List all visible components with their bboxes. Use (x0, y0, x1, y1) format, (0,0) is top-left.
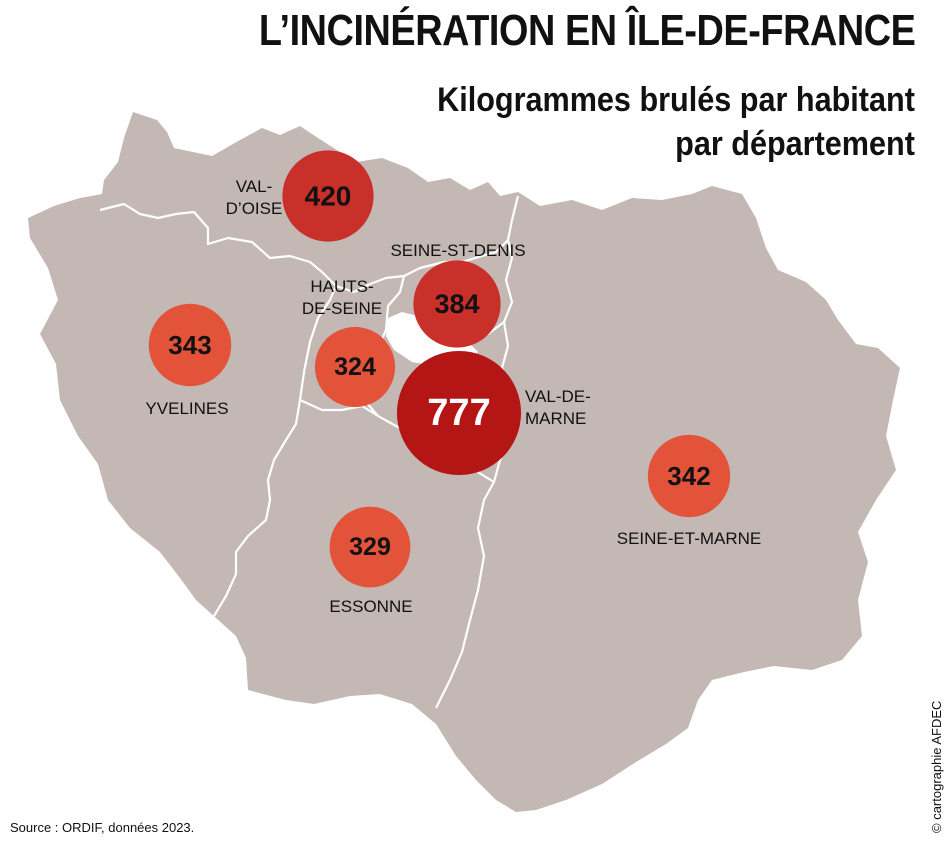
border-essonne-east (435, 481, 495, 709)
page-subtitle: Kilogrammes brulés par habitant par dépa… (437, 78, 915, 166)
map-credit: © cartographie AFDEC (929, 700, 944, 833)
label-val-d-oise-line-1: VAL- (236, 177, 273, 196)
subtitle-line-2: par département (675, 125, 915, 163)
label-yvelines-line-1: YVELINES (145, 399, 228, 418)
bubble-seine-et-marne (647, 434, 731, 518)
label-seine-et-marne-line-1: SEINE-ET-MARNE (617, 529, 762, 548)
label-val-de-marne-line-2: MARNE (525, 409, 586, 428)
label-essonne-line-1: ESSONNE (329, 597, 412, 616)
label-val-d-oise-line-2: D’OISE (226, 199, 283, 218)
bubble-val-de-marne (396, 350, 522, 476)
source-note: Source : ORDIF, données 2023. (10, 820, 195, 835)
label-val-de-marne-line-1: VAL-DE- (525, 387, 591, 406)
bubble-seine-st-denis (413, 260, 501, 348)
bubble-essonne (329, 506, 411, 588)
bubble-yvelines (148, 303, 232, 387)
label-hauts-de-seine-line-1: HAUTS- (310, 277, 373, 296)
value-bubbles: 420 384 324 777 343 329 342 (148, 150, 731, 588)
bubble-value-seine-et-marne: 342 (667, 461, 710, 491)
bubble-value-seine-st-denis: 384 (434, 289, 479, 319)
bubble-value-val-de-marne: 777 (427, 392, 490, 434)
page-title: L’INCINÉRATION EN ÎLE-DE-FRANCE (258, 6, 915, 55)
department-labels: VAL- D’OISE SEINE-ST-DENIS HAUTS- DE-SEINE VA… (145, 177, 761, 616)
border-yvelines-east (213, 285, 338, 617)
subtitle-line-1: Kilogrammes brulés par habitant (437, 81, 915, 119)
label-seine-st-denis-line-1: SEINE-ST-DENIS (390, 241, 525, 260)
bubble-val-d-oise (282, 150, 374, 242)
bubble-hauts-de-seine (314, 326, 396, 408)
bubble-value-val-d-oise: 420 (305, 181, 352, 212)
bubble-value-essonne: 329 (349, 533, 391, 561)
border-valdoise-south (99, 195, 520, 294)
bubble-value-hauts-de-seine: 324 (334, 353, 376, 381)
bubble-value-yvelines: 343 (168, 330, 211, 360)
label-hauts-de-seine-line-2: DE-SEINE (302, 299, 382, 318)
